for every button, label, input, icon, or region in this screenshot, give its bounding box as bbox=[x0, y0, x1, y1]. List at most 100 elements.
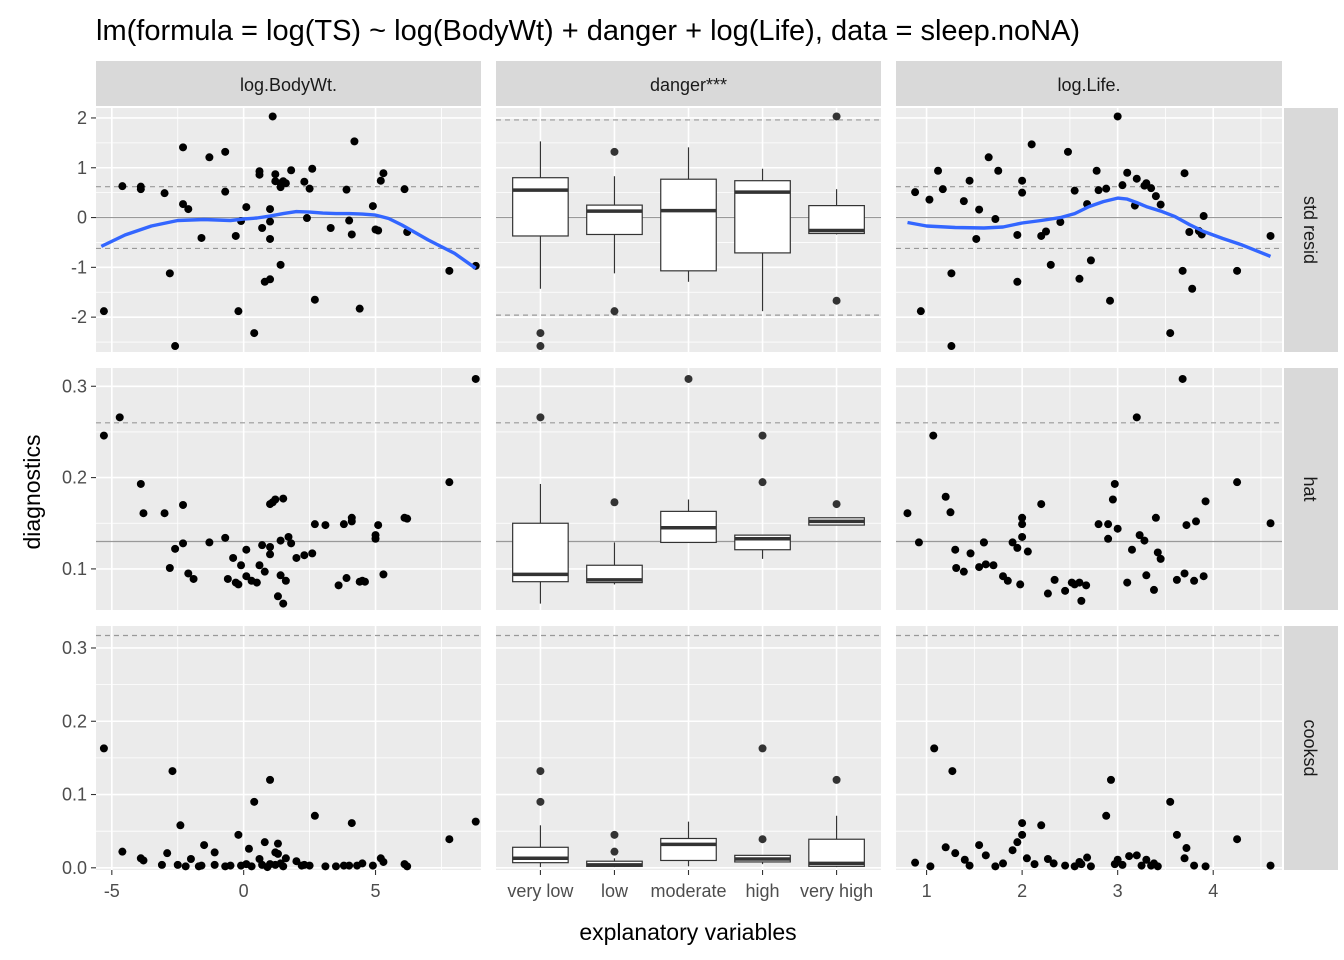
x-tick-label: moderate bbox=[650, 881, 726, 901]
data-point bbox=[965, 176, 974, 185]
data-point bbox=[197, 233, 206, 242]
data-point bbox=[266, 550, 275, 559]
x-tick-label: very high bbox=[800, 881, 873, 901]
data-point bbox=[279, 599, 288, 608]
data-point bbox=[305, 184, 314, 193]
data-point bbox=[930, 744, 939, 753]
data-point bbox=[234, 580, 243, 589]
data-point bbox=[310, 295, 319, 304]
boxplot-very-low bbox=[512, 767, 569, 868]
data-point bbox=[255, 561, 264, 570]
data-point bbox=[186, 855, 195, 864]
data-point bbox=[1027, 140, 1036, 149]
row-strip-label: hat bbox=[1300, 476, 1320, 501]
panel-hat-lf bbox=[896, 368, 1282, 610]
plot-title: lm(formula = log(TS) ~ log(BodyWt) + dan… bbox=[96, 15, 1080, 47]
data-point bbox=[1083, 853, 1092, 862]
data-point bbox=[1077, 860, 1086, 869]
data-point bbox=[1153, 548, 1162, 557]
y-tick-label: 0.3 bbox=[62, 376, 87, 396]
y-tick-label: 0.1 bbox=[62, 785, 87, 805]
data-point bbox=[205, 153, 214, 162]
data-point bbox=[1182, 844, 1191, 853]
data-point bbox=[959, 567, 968, 576]
data-point bbox=[941, 492, 950, 501]
data-point bbox=[234, 307, 243, 316]
data-point bbox=[355, 304, 364, 313]
data-point bbox=[1132, 174, 1141, 183]
data-point bbox=[965, 861, 974, 870]
data-point bbox=[1118, 860, 1127, 869]
data-point bbox=[1199, 572, 1208, 581]
data-point bbox=[271, 495, 280, 504]
data-point bbox=[210, 860, 219, 869]
data-point bbox=[266, 275, 275, 284]
data-point bbox=[1018, 520, 1027, 529]
outlier-point bbox=[832, 500, 841, 509]
data-point bbox=[1137, 861, 1146, 870]
data-point bbox=[911, 188, 920, 197]
data-point bbox=[1201, 862, 1210, 871]
data-point bbox=[975, 841, 984, 850]
data-point bbox=[979, 538, 988, 547]
data-point bbox=[991, 862, 1000, 871]
data-point bbox=[350, 137, 359, 146]
data-point bbox=[379, 169, 388, 178]
facet-panels bbox=[96, 108, 1282, 872]
x-tick-label: 2 bbox=[1017, 881, 1027, 901]
outlier-point bbox=[610, 307, 619, 316]
data-point bbox=[244, 844, 253, 853]
data-point bbox=[376, 176, 385, 185]
data-point bbox=[345, 861, 354, 870]
data-point bbox=[1042, 227, 1051, 236]
data-point bbox=[1110, 479, 1119, 488]
data-point bbox=[160, 509, 169, 518]
data-point bbox=[926, 862, 935, 871]
data-point bbox=[984, 153, 993, 162]
data-point bbox=[1132, 851, 1141, 860]
panel-background bbox=[896, 626, 1282, 870]
data-point bbox=[1151, 192, 1160, 201]
data-point bbox=[1013, 838, 1022, 847]
data-point bbox=[1106, 775, 1115, 784]
data-point bbox=[925, 195, 934, 204]
data-point bbox=[1018, 513, 1027, 522]
data-point bbox=[160, 189, 169, 198]
data-point bbox=[99, 431, 108, 440]
data-point bbox=[1061, 861, 1070, 870]
data-point bbox=[445, 478, 454, 487]
data-point bbox=[276, 571, 285, 580]
panel-hat-bw bbox=[96, 368, 481, 610]
data-point bbox=[1018, 176, 1027, 185]
outlier-point bbox=[758, 478, 767, 487]
panel-cook-lf bbox=[896, 626, 1282, 871]
data-point bbox=[1266, 519, 1275, 528]
data-point bbox=[118, 182, 127, 191]
data-point bbox=[136, 479, 145, 488]
boxplot-high bbox=[734, 744, 791, 865]
data-point bbox=[231, 231, 240, 240]
data-point bbox=[929, 431, 938, 440]
data-point bbox=[1018, 532, 1027, 541]
data-point bbox=[210, 848, 219, 857]
data-point bbox=[1086, 256, 1095, 265]
data-point bbox=[946, 508, 955, 517]
data-point bbox=[1056, 218, 1065, 227]
panel-resid-lf bbox=[896, 108, 1282, 352]
data-point bbox=[379, 857, 388, 866]
y-tick-label: -2 bbox=[71, 307, 87, 327]
data-point bbox=[1172, 830, 1181, 839]
data-point bbox=[292, 553, 301, 562]
data-point bbox=[1180, 169, 1189, 178]
data-point bbox=[284, 532, 293, 541]
facet-strips: std resid hat cooksd log.BodyWt. danger*** lo… bbox=[96, 61, 1338, 870]
data-point bbox=[972, 234, 981, 243]
outlier-point bbox=[536, 329, 545, 338]
data-point bbox=[1149, 585, 1158, 594]
data-point bbox=[200, 841, 209, 850]
row-strip-background bbox=[1284, 368, 1338, 610]
data-point bbox=[157, 860, 166, 869]
data-point bbox=[168, 767, 177, 776]
data-point bbox=[287, 539, 296, 548]
